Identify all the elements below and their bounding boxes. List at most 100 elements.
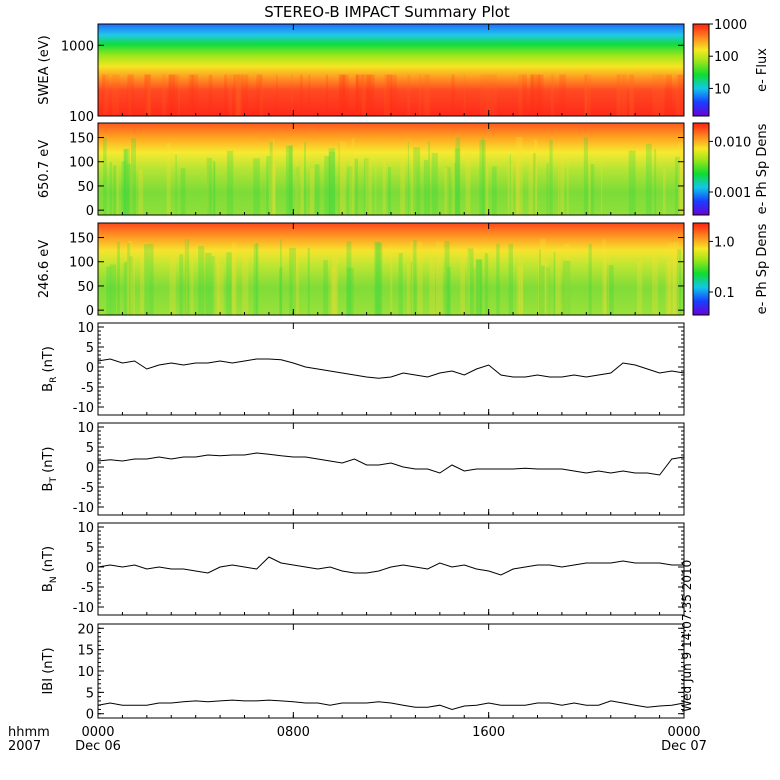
texture-stripe — [465, 153, 471, 215]
texture-stripe — [388, 167, 391, 215]
y-label-main: B — [41, 583, 56, 592]
texture-stripe — [484, 74, 492, 116]
texture-stripe — [584, 74, 587, 116]
y-label-unit: (nT) — [41, 447, 56, 477]
line-panel-BT: -10 -5 0 5 10 BT (nT) — [41, 421, 685, 516]
y-label-unit: (nT) — [41, 647, 56, 677]
y-tick-label: 10 — [77, 521, 94, 536]
y-label-sub: T — [49, 477, 59, 484]
texture-stripe — [372, 74, 375, 116]
texture-stripe — [444, 168, 449, 215]
colorbar-tick-label: 0.001 — [714, 186, 751, 201]
texture-stripe — [127, 74, 134, 116]
y-tick-label: 5 — [86, 341, 94, 356]
texture-stripe — [601, 150, 603, 215]
x-axis-label-year: 2007 — [8, 739, 41, 754]
texture-stripe — [186, 240, 188, 315]
texture-stripe — [390, 74, 397, 116]
texture-stripe — [231, 242, 237, 315]
texture-stripe — [213, 248, 220, 315]
line-panel-BR: -10 -5 0 5 10 BR (nT) — [41, 321, 685, 416]
texture-stripe — [386, 74, 389, 116]
texture-stripe — [355, 74, 359, 116]
texture-stripe — [423, 74, 429, 116]
y-tick-label: 50 — [77, 180, 94, 195]
y-axis-label: 650.7 eV — [37, 140, 52, 198]
texture-stripe — [423, 160, 429, 215]
texture-stripe — [366, 74, 374, 116]
colorbar-label: e- Ph Sp Dens — [755, 223, 770, 314]
y-tick-label: 10 — [77, 665, 94, 680]
y-axis-label: BT (nT) — [41, 447, 59, 492]
texture-stripe — [123, 148, 130, 215]
texture-stripe — [545, 267, 550, 315]
texture-stripe — [557, 141, 560, 215]
y-axis-label: 246.6 eV — [37, 240, 52, 298]
texture-stripe — [356, 74, 359, 116]
texture-stripe — [588, 243, 592, 315]
texture-stripe — [228, 74, 233, 116]
texture-stripe — [566, 153, 569, 215]
texture-stripe — [584, 74, 587, 116]
texture-stripe — [480, 74, 483, 116]
texture-stripe — [206, 157, 212, 215]
texture-stripe — [138, 168, 144, 215]
texture-stripe — [678, 74, 683, 116]
texture-stripe — [211, 256, 216, 315]
texture-stripe — [388, 74, 393, 116]
texture-stripe — [341, 74, 346, 116]
texture-stripe — [607, 265, 614, 315]
texture-stripe — [387, 74, 389, 116]
texture-stripe — [374, 241, 381, 315]
y-tick-label: 100 — [69, 110, 94, 125]
texture-stripe — [205, 252, 212, 315]
texture-stripe — [288, 145, 293, 215]
texture-stripe — [363, 158, 369, 215]
y-tick-label: 15 — [77, 644, 94, 659]
texture-stripe — [446, 167, 451, 215]
texture-stripe — [308, 74, 311, 116]
texture-stripe — [269, 164, 276, 215]
x-tick-date-label: Dec 07 — [661, 739, 707, 754]
texture-stripe — [485, 163, 489, 215]
y-label-sub: N — [49, 576, 59, 583]
colorbar-label: e- Ph Sp Dens — [755, 123, 770, 214]
texture-stripe — [407, 74, 411, 116]
texture-stripe — [436, 241, 443, 315]
texture-stripe — [473, 268, 477, 315]
texture-stripe — [309, 168, 315, 215]
texture-stripe — [428, 140, 430, 215]
texture-stripe — [623, 74, 626, 116]
texture-stripe — [496, 243, 500, 315]
texture-stripe — [329, 151, 336, 215]
texture-stripe — [179, 254, 184, 315]
texture-stripe — [604, 258, 607, 315]
texture-stripe — [535, 74, 541, 116]
spectrogram-image — [98, 123, 684, 215]
texture-stripe — [169, 256, 176, 315]
texture-stripe — [272, 139, 275, 215]
texture-stripe — [540, 265, 545, 315]
texture-stripe — [530, 74, 534, 116]
y-label-unit: (nT) — [41, 346, 56, 376]
texture-stripe — [528, 157, 534, 215]
texture-stripe — [124, 149, 128, 215]
texture-stripe — [476, 259, 483, 315]
texture-stripe — [226, 252, 232, 315]
texture-stripe — [563, 243, 570, 315]
texture-stripe — [546, 163, 549, 215]
timestamp-label: Wed Jun 9 14:07:35 2010 — [680, 560, 694, 712]
texture-stripe — [103, 138, 107, 215]
x-axis-label-hhmm: hhmm — [8, 725, 50, 740]
texture-stripe — [307, 248, 310, 315]
texture-stripe — [602, 239, 606, 315]
texture-stripe — [452, 152, 456, 215]
texture-stripe — [268, 152, 275, 215]
y-label-sub: R — [49, 377, 59, 383]
texture-stripe — [494, 74, 497, 116]
y-tick-label: 0 — [86, 461, 94, 476]
texture-stripe — [588, 165, 591, 215]
texture-stripe — [407, 141, 409, 215]
y-tick-label: 0 — [86, 304, 94, 319]
